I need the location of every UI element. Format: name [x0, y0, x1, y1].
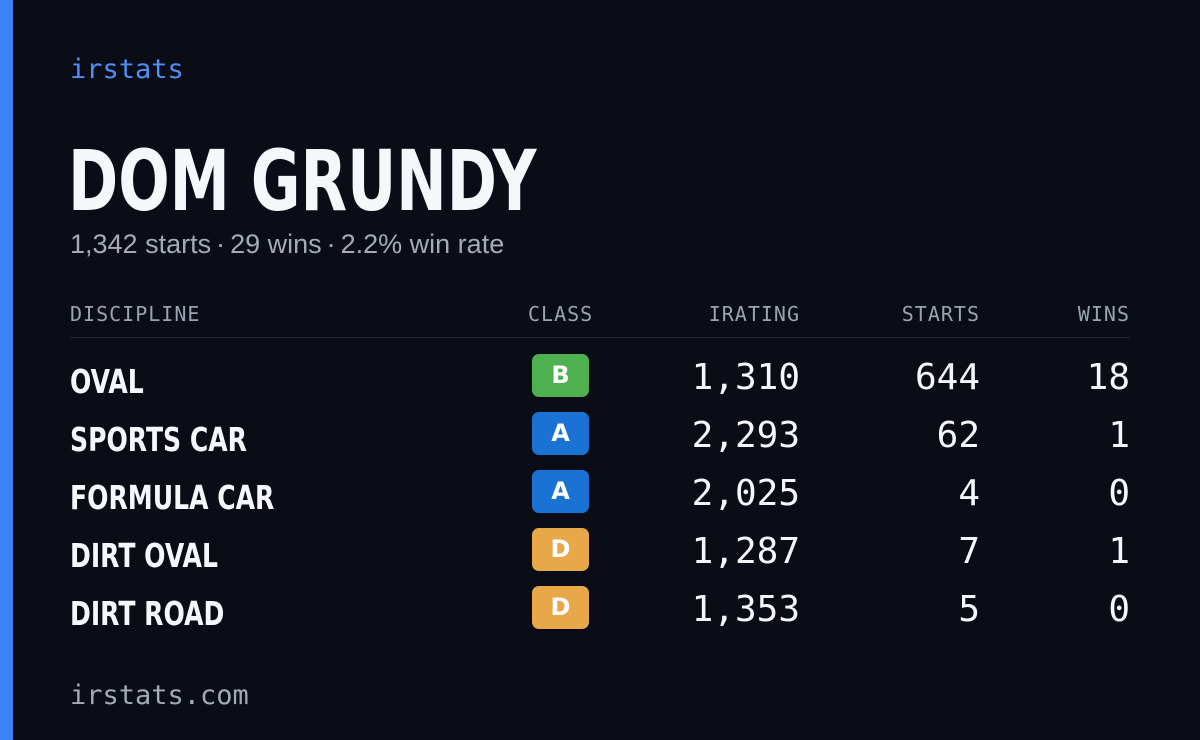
wins-value: 1 — [1108, 415, 1130, 456]
discipline-label: SPORTS CAR — [70, 420, 247, 459]
table-row-dirt-oval: DIRT OVAL D 1,287 7 1 — [0, 524, 1200, 582]
wins-value: 1 — [1108, 531, 1130, 572]
class-badge: B — [532, 354, 589, 397]
summary-win-rate: 2.2% win rate — [340, 229, 505, 259]
header-wins: WINS — [1077, 302, 1130, 326]
irating-value: 1,287 — [691, 531, 800, 572]
accent-bar — [0, 0, 13, 740]
summary-separator: · — [216, 229, 226, 259]
footer-url: irstats.com — [70, 680, 249, 711]
discipline-table: OVAL B 1,310 644 18 SPORTS CAR A 2,293 6… — [0, 350, 1200, 640]
player-summary: 1,342 starts · 29 wins · 2.2% win rate — [70, 229, 504, 260]
class-badge: D — [532, 528, 589, 571]
header-divider — [70, 337, 1130, 338]
discipline-label: DIRT OVAL — [70, 536, 218, 575]
table-row-sports-car: SPORTS CAR A 2,293 62 1 — [0, 408, 1200, 466]
starts-value: 644 — [914, 357, 980, 398]
discipline-label: FORMULA CAR — [70, 478, 275, 517]
discipline-label: DIRT ROAD — [70, 594, 225, 633]
table-row-formula-car: FORMULA CAR A 2,025 4 0 — [0, 466, 1200, 524]
player-name: DOM GRUNDY — [68, 132, 537, 230]
header-class: CLASS — [528, 302, 594, 326]
summary-wins: 29 wins — [230, 229, 322, 259]
table-row-oval: OVAL B 1,310 644 18 — [0, 350, 1200, 408]
header-discipline: DISCIPLINE — [70, 302, 201, 326]
header-irating: IRATING — [708, 302, 800, 326]
header-starts: STARTS — [901, 302, 980, 326]
irating-value: 1,353 — [691, 589, 800, 630]
starts-value: 62 — [936, 415, 980, 456]
summary-starts: 1,342 starts — [70, 229, 212, 259]
class-badge: D — [532, 586, 589, 629]
class-badge: A — [532, 470, 589, 513]
table-row-dirt-road: DIRT ROAD D 1,353 5 0 — [0, 582, 1200, 640]
summary-separator: · — [326, 229, 336, 259]
starts-value: 5 — [958, 589, 980, 630]
irating-value: 1,310 — [691, 357, 800, 398]
wins-value: 0 — [1108, 589, 1130, 630]
brand-logo-text: irstats — [70, 54, 184, 85]
irating-value: 2,025 — [691, 473, 800, 514]
wins-value: 0 — [1108, 473, 1130, 514]
class-badge: A — [532, 412, 589, 455]
starts-value: 4 — [958, 473, 980, 514]
wins-value: 18 — [1086, 357, 1130, 398]
discipline-label: OVAL — [70, 362, 144, 401]
starts-value: 7 — [958, 531, 980, 572]
irating-value: 2,293 — [691, 415, 800, 456]
